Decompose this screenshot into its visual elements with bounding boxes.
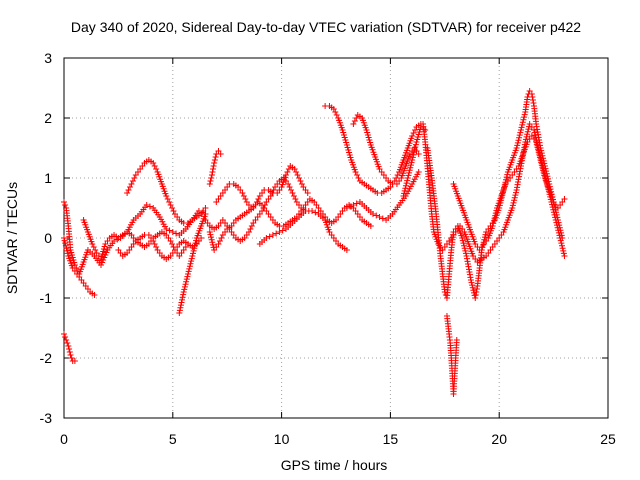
x-tick-label: 20 — [491, 431, 507, 447]
data-marks — [61, 88, 568, 397]
data-series-s11 — [202, 175, 309, 244]
x-axis-label: GPS time / hours — [281, 457, 388, 473]
x-tick-label: 10 — [274, 431, 290, 447]
axis-ticks: 0 5 10 15 20 25 -3 -2 -1 0 1 2 3 — [40, 50, 616, 447]
y-tick-label: -1 — [40, 290, 53, 306]
data-series-s6 — [115, 232, 205, 262]
x-tick-label: 5 — [169, 431, 177, 447]
data-series-s12 — [256, 208, 350, 253]
y-axis-label: SDTVAR / TECUs — [4, 182, 20, 294]
x-tick-label: 15 — [383, 431, 399, 447]
data-series-s5 — [124, 157, 209, 226]
y-tick-label: 2 — [44, 110, 52, 126]
data-series-s17 — [424, 88, 566, 301]
y-tick-label: -2 — [40, 350, 53, 366]
y-tick-label: 1 — [44, 170, 52, 186]
y-tick-label: 3 — [44, 50, 52, 66]
chart-title: Day 340 of 2020, Sidereal Day-to-day VTE… — [71, 19, 581, 35]
data-series-s15 — [343, 169, 422, 223]
y-tick-label: 0 — [44, 230, 52, 246]
data-series-s13 — [322, 103, 429, 196]
data-series-s3 — [61, 235, 98, 298]
data-series-s1 — [61, 199, 209, 277]
x-tick-label: 25 — [600, 431, 616, 447]
data-series-s18 — [443, 313, 460, 397]
y-tick-label: -3 — [40, 410, 53, 426]
data-series-s19 — [450, 133, 568, 253]
data-series-s7 — [176, 211, 209, 316]
data-series-s8 — [206, 148, 224, 187]
data-series-s2 — [61, 331, 78, 364]
data-series-s14 — [350, 112, 422, 187]
x-tick-label: 0 — [60, 431, 68, 447]
